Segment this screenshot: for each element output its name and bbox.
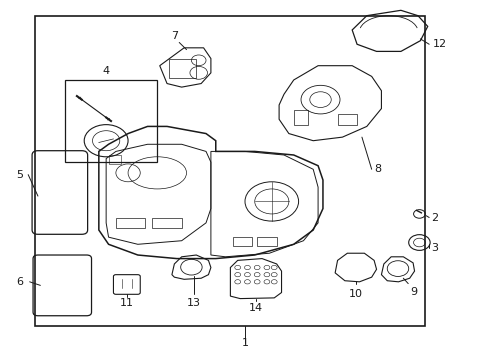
Text: 3: 3 xyxy=(432,243,439,253)
Text: 13: 13 xyxy=(187,298,201,308)
Bar xyxy=(233,237,252,246)
Text: 1: 1 xyxy=(242,338,248,348)
Bar xyxy=(257,237,277,246)
Bar xyxy=(152,217,182,228)
Text: 10: 10 xyxy=(348,289,363,299)
Bar xyxy=(294,111,308,125)
Text: 14: 14 xyxy=(248,303,263,313)
Text: 7: 7 xyxy=(171,31,178,41)
Bar xyxy=(116,217,145,228)
FancyBboxPatch shape xyxy=(114,275,140,294)
FancyBboxPatch shape xyxy=(32,151,88,234)
Text: 5: 5 xyxy=(16,170,24,180)
Bar xyxy=(35,16,425,327)
Bar xyxy=(170,59,196,78)
Text: 8: 8 xyxy=(374,164,381,174)
Text: 11: 11 xyxy=(120,298,134,308)
Text: 6: 6 xyxy=(16,277,24,287)
Text: 2: 2 xyxy=(432,212,439,222)
Bar xyxy=(109,155,121,164)
Bar xyxy=(338,114,357,125)
Text: 12: 12 xyxy=(433,39,447,49)
Text: 9: 9 xyxy=(411,287,418,297)
Bar xyxy=(65,80,157,162)
Text: 4: 4 xyxy=(102,66,110,76)
FancyBboxPatch shape xyxy=(33,255,92,316)
